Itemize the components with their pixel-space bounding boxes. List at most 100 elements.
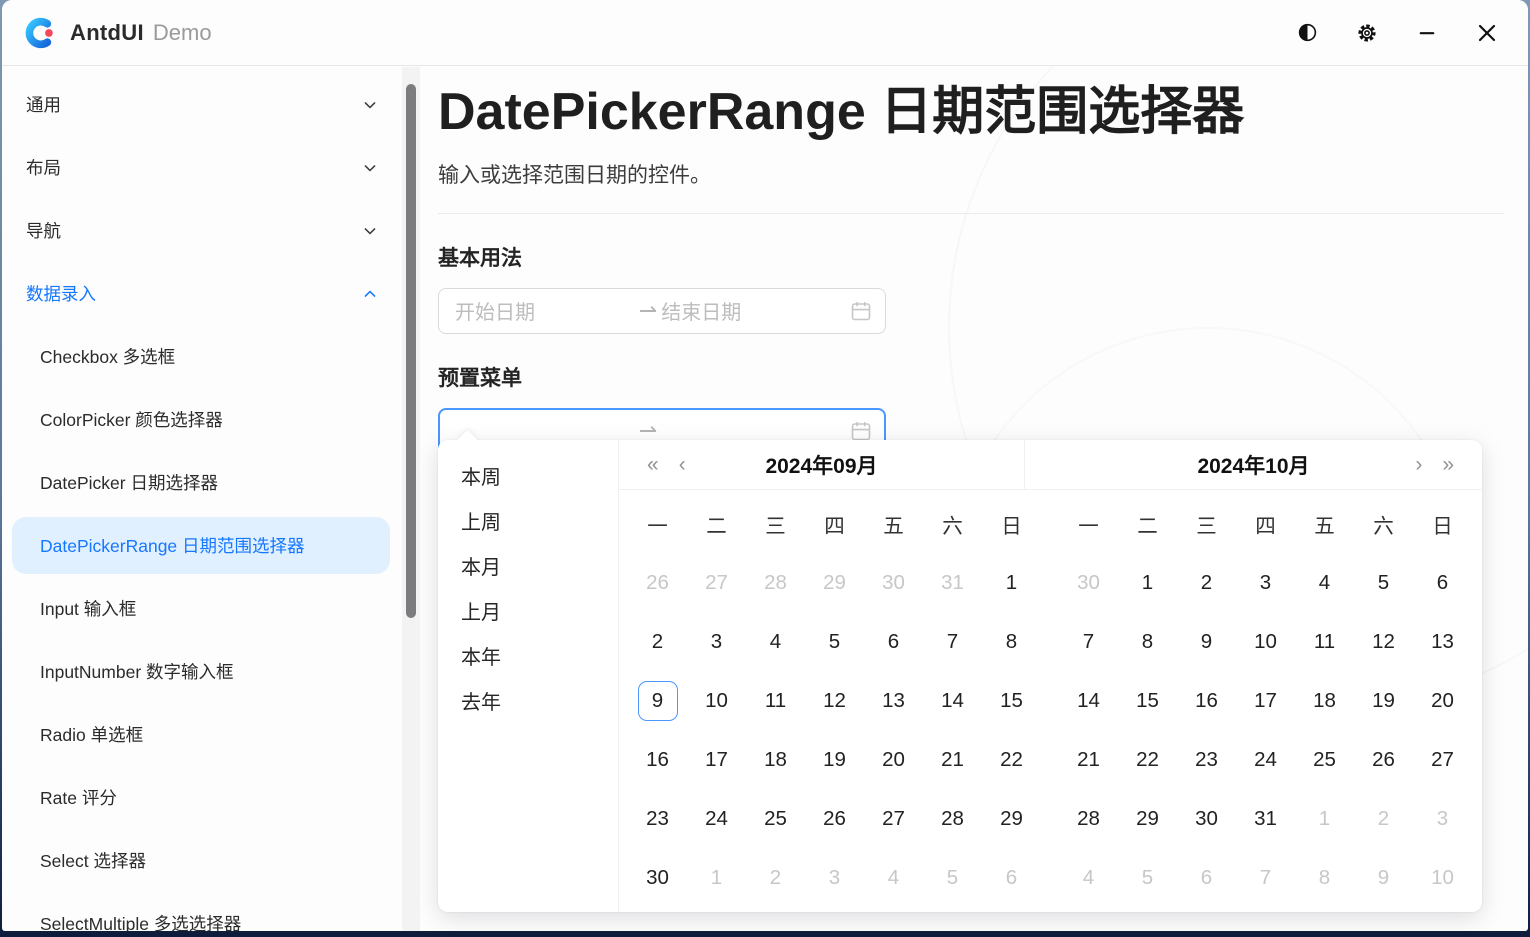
date-cell[interactable]: 17 [1254, 688, 1277, 712]
date-cell[interactable]: 2 [651, 629, 664, 653]
calendar-icon[interactable] [849, 419, 873, 443]
next-month-button[interactable]: › [1415, 453, 1423, 476]
sidebar-scrollbar-thumb[interactable] [406, 84, 416, 618]
date-cell[interactable]: 10 [705, 688, 728, 712]
date-cell[interactable]: 3 [1436, 806, 1449, 830]
settings-button[interactable] [1344, 13, 1390, 53]
date-cell[interactable]: 31 [941, 570, 964, 594]
date-cell[interactable]: 19 [823, 747, 846, 771]
date-cell[interactable]: 24 [1254, 747, 1277, 771]
preset-item[interactable]: 本年 [461, 647, 501, 669]
date-cell[interactable]: 30 [882, 570, 905, 594]
date-cell[interactable]: 1 [710, 865, 723, 889]
date-cell[interactable]: 5 [1141, 865, 1154, 889]
preset-item[interactable]: 上周 [461, 512, 501, 534]
sidebar-item-selectmultiple[interactable]: SelectMultiple 多选选择器 [2, 892, 402, 931]
sidebar-group-通用[interactable]: 通用 [2, 73, 402, 136]
date-cell[interactable]: 30 [646, 865, 669, 889]
date-cell[interactable]: 2 [769, 865, 782, 889]
next-year-button[interactable]: » [1442, 453, 1454, 476]
date-cell[interactable]: 5 [946, 865, 959, 889]
sidebar-group-数据录入[interactable]: 数据录入 [2, 262, 402, 325]
prev-month-button[interactable]: ‹ [678, 453, 686, 476]
date-cell[interactable]: 4 [769, 629, 782, 653]
date-cell[interactable]: 21 [1077, 747, 1100, 771]
date-cell[interactable]: 20 [882, 747, 905, 771]
date-cell[interactable]: 9 [1200, 629, 1213, 653]
date-cell[interactable]: 3 [828, 865, 841, 889]
date-cell[interactable]: 12 [823, 688, 846, 712]
date-cell[interactable]: 14 [941, 688, 964, 712]
date-cell[interactable]: 29 [1136, 806, 1159, 830]
date-cell[interactable]: 27 [1431, 747, 1454, 771]
date-cell[interactable]: 7 [1259, 865, 1272, 889]
date-cell[interactable]: 30 [1195, 806, 1218, 830]
date-cell[interactable]: 3 [710, 629, 723, 653]
date-cell[interactable]: 6 [1436, 570, 1449, 594]
date-cell[interactable]: 5 [828, 629, 841, 653]
calendar-icon[interactable] [849, 299, 873, 323]
date-cell[interactable]: 23 [646, 806, 669, 830]
date-cell[interactable]: 28 [764, 570, 787, 594]
date-cell[interactable]: 15 [1000, 688, 1023, 712]
date-cell[interactable]: 2 [1377, 806, 1390, 830]
preset-item[interactable]: 本月 [461, 557, 501, 579]
date-cell[interactable]: 2 [1200, 570, 1213, 594]
preset-item[interactable]: 去年 [461, 692, 501, 714]
date-cell[interactable]: 26 [1372, 747, 1395, 771]
date-cell[interactable]: 24 [705, 806, 728, 830]
date-cell[interactable]: 30 [1077, 570, 1100, 594]
date-cell[interactable]: 29 [1000, 806, 1023, 830]
date-cell-today[interactable]: 9 [628, 671, 687, 730]
date-cell[interactable]: 22 [1136, 747, 1159, 771]
date-cell[interactable]: 6 [887, 629, 900, 653]
date-cell[interactable]: 8 [1005, 629, 1018, 653]
theme-toggle-button[interactable] [1284, 13, 1330, 53]
date-cell[interactable]: 16 [646, 747, 669, 771]
date-cell[interactable]: 4 [887, 865, 900, 889]
date-cell[interactable]: 18 [1313, 688, 1336, 712]
date-cell[interactable]: 29 [823, 570, 846, 594]
sidebar-item-inputnumber[interactable]: InputNumber 数字输入框 [2, 640, 402, 703]
date-cell[interactable]: 5 [1377, 570, 1390, 594]
date-cell[interactable]: 12 [1372, 629, 1395, 653]
date-cell[interactable]: 26 [823, 806, 846, 830]
date-cell[interactable]: 23 [1195, 747, 1218, 771]
date-cell[interactable]: 7 [1082, 629, 1095, 653]
sidebar-item-input[interactable]: Input 输入框 [2, 577, 402, 640]
date-cell[interactable]: 27 [705, 570, 728, 594]
date-cell[interactable]: 6 [1005, 865, 1018, 889]
date-cell[interactable]: 16 [1195, 688, 1218, 712]
date-cell[interactable]: 13 [882, 688, 905, 712]
date-cell[interactable]: 13 [1431, 629, 1454, 653]
sidebar-item-radio[interactable]: Radio 单选框 [2, 703, 402, 766]
start-date-field[interactable] [455, 419, 635, 442]
date-cell[interactable]: 6 [1200, 865, 1213, 889]
date-cell[interactable]: 10 [1254, 629, 1277, 653]
date-cell[interactable]: 1 [1141, 570, 1154, 594]
date-cell[interactable]: 28 [941, 806, 964, 830]
sidebar-item-datepicker[interactable]: DatePicker 日期选择器 [2, 451, 402, 514]
date-cell[interactable]: 19 [1372, 688, 1395, 712]
sidebar-item-colorpicker[interactable]: ColorPicker 颜色选择器 [2, 388, 402, 451]
date-cell[interactable]: 18 [764, 747, 787, 771]
date-cell[interactable]: 15 [1136, 688, 1159, 712]
sidebar-item-datepickerrange[interactable]: DatePickerRange 日期范围选择器 [12, 517, 390, 574]
date-cell[interactable]: 11 [764, 688, 787, 712]
date-cell[interactable]: 21 [941, 747, 964, 771]
date-cell[interactable]: 11 [1313, 629, 1336, 653]
date-cell[interactable]: 14 [1077, 688, 1100, 712]
date-cell[interactable]: 9 [1377, 865, 1390, 889]
close-button[interactable] [1464, 13, 1510, 53]
date-cell[interactable]: 1 [1318, 806, 1331, 830]
date-cell[interactable]: 28 [1077, 806, 1100, 830]
sidebar-group-布局[interactable]: 布局 [2, 136, 402, 199]
date-range-input-basic[interactable]: 开始日期 ⇀ 结束日期 [438, 287, 886, 334]
sidebar-group-导航[interactable]: 导航 [2, 199, 402, 262]
date-cell[interactable]: 10 [1431, 865, 1454, 889]
date-cell[interactable]: 1 [1005, 570, 1018, 594]
date-cell[interactable]: 31 [1254, 806, 1277, 830]
date-cell[interactable]: 7 [946, 629, 959, 653]
date-cell[interactable]: 20 [1431, 688, 1454, 712]
date-cell[interactable]: 17 [705, 747, 728, 771]
